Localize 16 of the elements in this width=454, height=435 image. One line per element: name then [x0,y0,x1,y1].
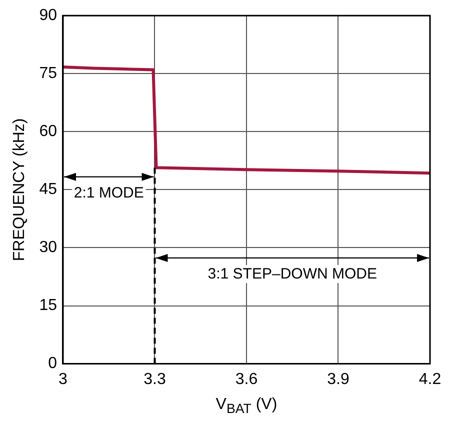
y-tick-label: 75 [39,65,58,82]
x-tick-label: 3 [58,370,68,388]
y-tick-label: 90 [39,7,58,24]
y-tick-label: 0 [48,355,58,372]
x-axis-title: V$_{BAT}$ (V) [216,396,278,416]
x-tick-label: 4.2 [418,370,442,388]
annotation: 3:1 STEP–DOWN MODE [208,266,377,283]
y-tick-label: 45 [39,181,58,198]
y-tick-label: 15 [39,297,58,314]
y-tick-label: 30 [39,239,58,256]
x-tick-label: 3.3 [144,370,166,388]
x-tick-label: 3.6 [235,370,258,388]
x-tick-label: 3.9 [327,370,350,388]
y-tick-label: 60 [39,123,58,140]
y-axis-title: FREQUENCY (kHz) [11,118,28,262]
annotation: 2:1 MODE [74,184,144,202]
